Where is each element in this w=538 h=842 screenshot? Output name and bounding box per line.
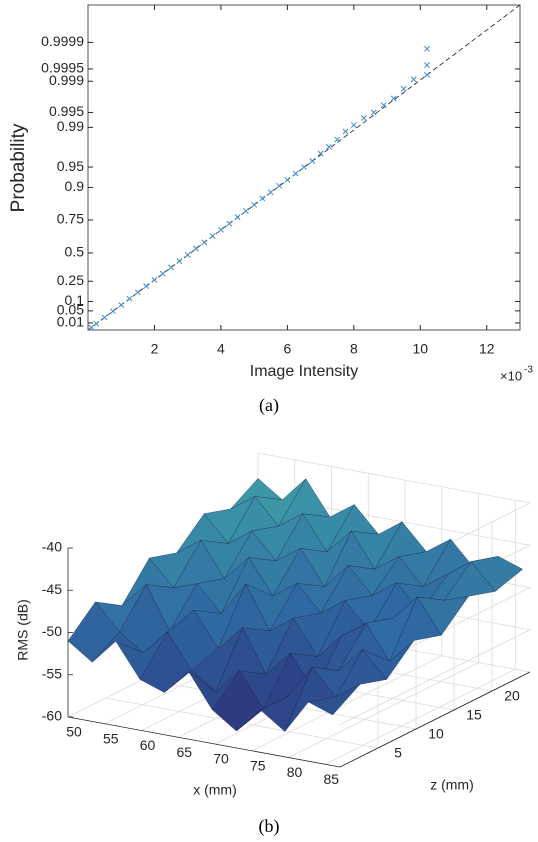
x-tick-label: 10: [413, 341, 429, 357]
v-tick-label: -45: [42, 581, 62, 597]
x-tick-label: 60: [140, 737, 156, 753]
data-point: [101, 314, 108, 321]
y-tick-label: 0.995: [49, 103, 84, 119]
surface-face: [307, 684, 361, 716]
data-point: [226, 220, 233, 227]
y-tick-label: 0.99: [57, 118, 84, 134]
data-point: [424, 71, 430, 78]
data-point: [151, 276, 158, 283]
y-tick-label: 0.01: [57, 314, 84, 330]
v-tick-label: -55: [42, 665, 62, 681]
data-point: [380, 102, 387, 109]
data-point: [334, 136, 341, 143]
data-point: [267, 189, 274, 196]
y-axis-title: Probability: [8, 123, 29, 212]
data-point: [276, 182, 283, 189]
data-point: [317, 150, 324, 157]
x-tick-label: 4: [217, 341, 225, 357]
grid-line: [257, 452, 531, 504]
z-tick-label: 20: [504, 688, 520, 704]
v-tick-label: -60: [42, 708, 62, 724]
data-point: [325, 143, 332, 150]
data-point: [234, 214, 241, 221]
data-point: [292, 170, 299, 177]
x-exponent-base: ×10: [500, 368, 522, 383]
y-tick-label: 0.999: [49, 72, 84, 88]
data-point: [118, 301, 125, 308]
data-point: [109, 308, 116, 315]
data-point: [93, 320, 100, 327]
data-point: [284, 176, 291, 183]
x-tick-label: 65: [176, 744, 192, 760]
v-tick-label: -50: [42, 623, 62, 639]
data-point: [251, 201, 258, 208]
data-point: [309, 158, 316, 164]
caption: (a): [259, 395, 279, 416]
x-tick-label: 75: [250, 757, 266, 773]
data-point: [193, 245, 199, 252]
data-point: [242, 208, 249, 215]
caption: (b): [259, 816, 280, 837]
axis-line: [67, 716, 341, 768]
data-point: [370, 109, 377, 116]
grid-line: [288, 662, 479, 758]
data-point: [126, 295, 133, 302]
axis-line: [339, 671, 531, 768]
z-axis-title: z (mm): [430, 777, 474, 793]
data-point: [143, 283, 150, 290]
data-point: [424, 62, 430, 69]
z-tick-label: 5: [394, 745, 402, 761]
data-point: [168, 264, 175, 271]
x-tick-label: 85: [324, 771, 340, 787]
data-point: [201, 239, 208, 246]
y-tick-label: 0.95: [57, 158, 84, 174]
x-axis-title: Image Intensity: [250, 363, 359, 380]
x-tick-label: 55: [103, 730, 119, 746]
data-point: [88, 324, 95, 331]
data-point: [424, 45, 430, 52]
x-tick-label: 2: [151, 341, 159, 357]
x-tick-label: 80: [287, 764, 303, 780]
y-tick-label: 0.05: [57, 302, 84, 318]
x-tick-label: 8: [350, 341, 358, 357]
grid-line: [339, 629, 531, 726]
data-point: [390, 95, 397, 102]
y-tick-label: 0.9999: [41, 33, 84, 49]
y-tick-label: 0.9995: [41, 60, 84, 76]
data-point: [259, 195, 266, 202]
y-tick-label: 0.1: [65, 292, 85, 308]
data-point: [217, 226, 224, 233]
z-tick-label: 10: [428, 726, 444, 742]
y-tick-label: 0.5: [65, 244, 85, 260]
data-point: [342, 128, 349, 135]
data-point: [410, 76, 417, 83]
x-tick-label: 12: [479, 341, 495, 357]
data-point: [400, 85, 407, 92]
data-point: [184, 251, 191, 258]
v-tick-label: -40: [42, 539, 62, 555]
data-point: [134, 289, 141, 296]
data-point: [159, 270, 166, 277]
data-point: [360, 115, 367, 121]
data-point: [350, 122, 357, 128]
y-tick-label: 0.9: [65, 178, 85, 194]
data-point: [301, 164, 307, 171]
data-point: [209, 233, 216, 239]
y-tick-label: 0.25: [57, 272, 84, 288]
x-axis-title: x (mm): [193, 782, 237, 798]
x-tick-label: 6: [283, 341, 291, 357]
grid-line: [251, 655, 442, 752]
z-tick-label: 15: [466, 707, 482, 723]
y-tick-label: 0.75: [57, 211, 84, 227]
v-axis-title: RMS (dB): [15, 599, 31, 660]
x-exponent: -3: [524, 365, 533, 376]
x-tick-label: 50: [66, 724, 82, 740]
x-tick-label: 70: [213, 751, 229, 767]
data-point: [176, 258, 183, 265]
grid-line: [325, 668, 516, 765]
